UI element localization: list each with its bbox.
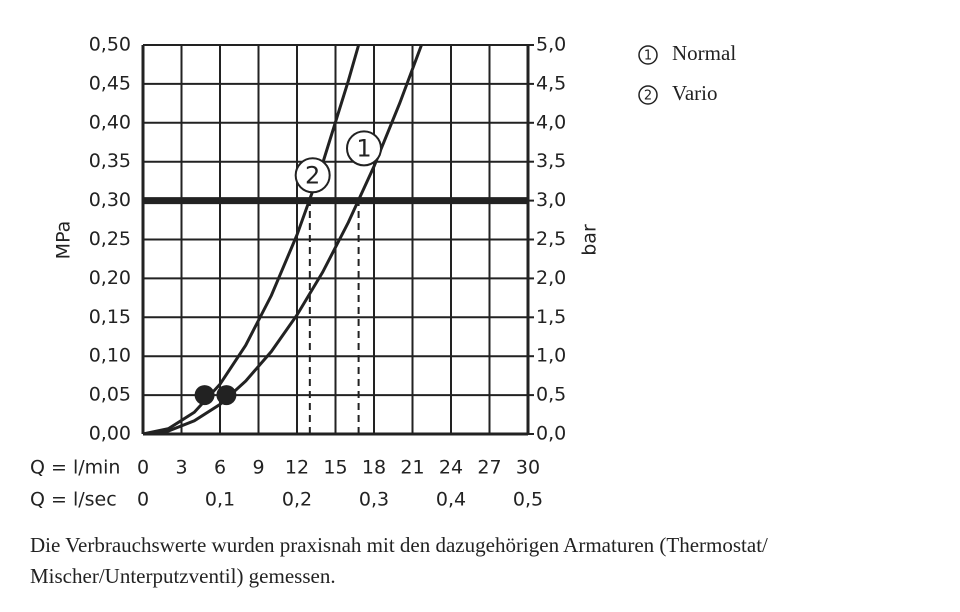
x-tick-label: 24 (439, 457, 463, 479)
x-tick-label: 21 (400, 457, 424, 479)
x2-tick-label: 0,4 (436, 489, 466, 511)
y2-tick-label: 4,0 (536, 111, 566, 133)
y-tick-label: 0,00 (89, 423, 131, 445)
y-tick-label: 0,15 (89, 306, 131, 328)
y-axis-label: MPa (53, 221, 75, 260)
y2-tick-label: 0,0 (536, 423, 566, 445)
y-tick-label: 0,45 (89, 72, 131, 94)
x2-tick-label: 0,2 (282, 489, 312, 511)
x-tick-label: 27 (477, 457, 501, 479)
legend-label: Normal (672, 41, 736, 65)
line-series (142, 44, 361, 436)
y-tick-label: 0,20 (89, 267, 131, 289)
footnote: Mischer/Unterputzventil) gemessen. (30, 564, 336, 588)
legend-label: Vario (672, 81, 718, 105)
y-tick-label: 0,40 (89, 111, 131, 133)
x-tick-label: 18 (362, 457, 386, 479)
x-tick-label: 15 (323, 457, 347, 479)
y-tick-label: 0,25 (89, 228, 131, 250)
x-tick-label: 6 (214, 457, 226, 479)
y2-tick-label: 1,0 (536, 345, 566, 367)
x-tick-label: 0 (137, 457, 149, 479)
x-tick-label: 9 (252, 457, 264, 479)
y2-tick-label: 3,0 (536, 189, 566, 211)
x2-tick-label: 0,3 (359, 489, 389, 511)
y-tick-label: 0,10 (89, 345, 131, 367)
x2-tick-label: 0,1 (205, 489, 235, 511)
y-tick-label: 0,05 (89, 384, 131, 406)
legend-circle (638, 85, 658, 105)
x-tick-label: 12 (285, 457, 309, 479)
curve-label: 2 (305, 161, 320, 189)
y2-tick-label: 5,0 (536, 34, 566, 56)
y-tick-label: 0,30 (89, 189, 131, 211)
y2-axis-label: bar (579, 224, 601, 256)
legend-number: 2 (644, 89, 652, 104)
x2-axis-label: Q = l/sec (30, 489, 117, 511)
legend-circle (638, 45, 658, 65)
y2-tick-label: 2,5 (536, 228, 566, 250)
marker (216, 385, 237, 406)
x2-tick-label: 0 (137, 489, 149, 511)
legend-number: 1 (644, 49, 652, 64)
curve-label: 1 (356, 134, 371, 162)
curve-label-circle (346, 130, 382, 167)
y2-tick-label: 3,5 (536, 150, 566, 172)
x-tick-label: 3 (175, 457, 187, 479)
y2-tick-label: 2,0 (536, 267, 566, 289)
y2-tick-label: 1,5 (536, 306, 566, 328)
y2-tick-label: 0,5 (536, 384, 566, 406)
x-tick-label: 30 (516, 457, 540, 479)
x2-tick-label: 0,5 (513, 489, 543, 511)
y-tick-label: 0,35 (89, 150, 131, 172)
y2-tick-label: 4,5 (536, 72, 566, 94)
footnote: Die Verbrauchswerte wurden praxisnah mit… (30, 533, 768, 557)
x-axis-label: Q = l/min (30, 457, 120, 479)
y-tick-label: 0,50 (89, 34, 131, 56)
curve-label-circle (294, 157, 331, 194)
marker (194, 385, 215, 406)
